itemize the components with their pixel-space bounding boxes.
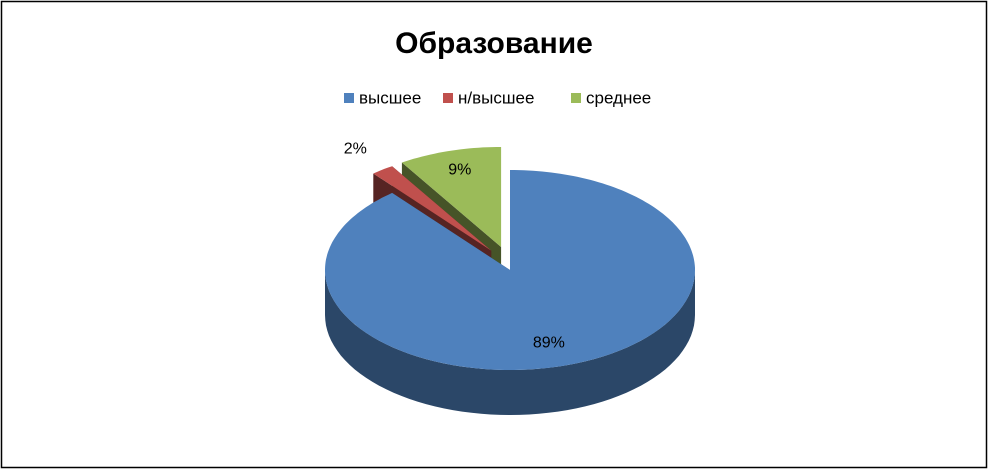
slice-wall <box>325 270 695 415</box>
pie-slice <box>373 166 492 251</box>
chart-title: Образование <box>395 27 593 60</box>
data-label: 89% <box>533 335 565 352</box>
legend-swatch <box>571 93 581 103</box>
pie-slice <box>401 147 502 247</box>
legend-label: высшее <box>359 88 421 107</box>
legend-label: среднее <box>586 88 651 107</box>
legend-swatch <box>443 93 453 103</box>
data-label: 9% <box>448 161 471 178</box>
data-label: 2% <box>344 141 367 158</box>
legend-swatch <box>344 93 354 103</box>
legend-label: н/высшее <box>458 88 534 107</box>
pie-slice <box>325 170 695 370</box>
